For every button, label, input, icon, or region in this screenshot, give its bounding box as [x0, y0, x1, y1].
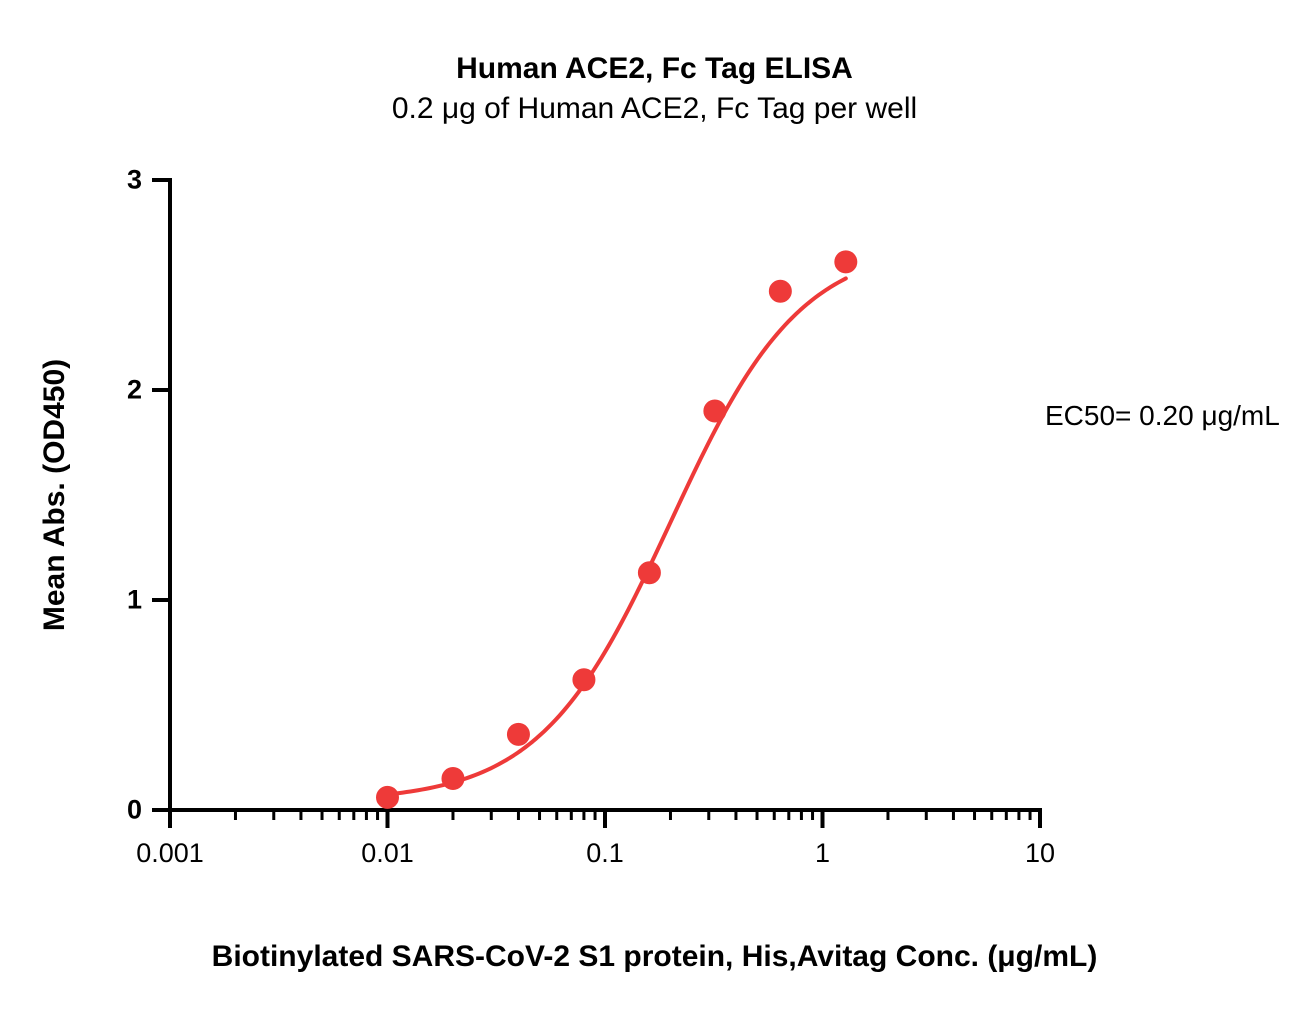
y-tick-label: 0	[112, 795, 142, 826]
y-tick-label: 1	[112, 585, 142, 616]
y-tick-label: 2	[112, 375, 142, 406]
x-tick-label: 10	[1025, 838, 1055, 869]
data-point	[704, 400, 726, 422]
x-tick-label: 1	[815, 838, 830, 869]
chart-container: Human ACE2, Fc Tag ELISA 0.2 μg of Human…	[0, 0, 1309, 1032]
chart-svg	[0, 0, 1309, 1032]
x-tick-label: 0.01	[361, 838, 414, 869]
data-point	[638, 562, 660, 584]
data-point	[442, 768, 464, 790]
data-point	[769, 280, 791, 302]
x-tick-label: 0.1	[586, 838, 624, 869]
y-tick-label: 3	[112, 165, 142, 196]
data-point	[835, 251, 857, 273]
data-point	[507, 723, 529, 745]
data-point	[377, 786, 399, 808]
data-point	[573, 669, 595, 691]
x-tick-label: 0.001	[136, 838, 204, 869]
